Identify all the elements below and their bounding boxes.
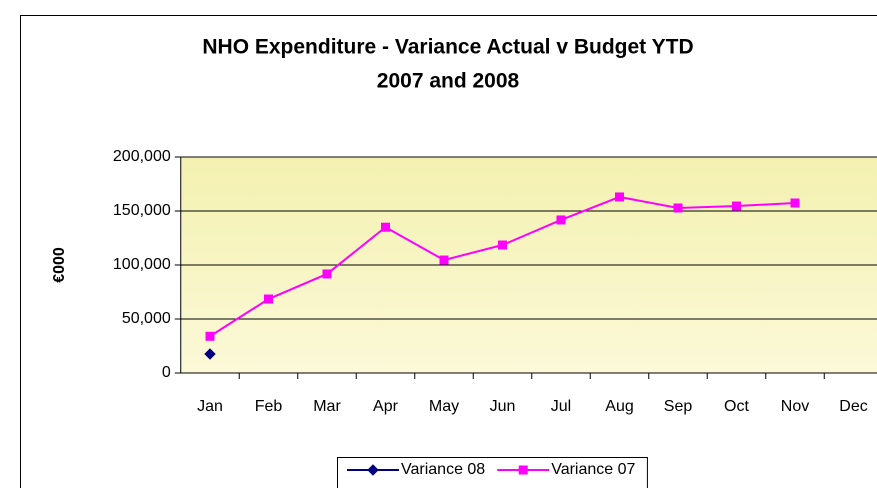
x-tick-label: May [429, 398, 459, 415]
y-tick-label: 50,000 [122, 310, 171, 327]
legend: Variance 08 Variance 07 [337, 457, 648, 488]
x-tick-label: Jan [197, 398, 223, 415]
legend-box [337, 457, 648, 488]
data-point [204, 348, 216, 360]
data-point [322, 269, 332, 279]
y-axis-label: €000 [51, 247, 68, 283]
chart-subtitle: 2007 and 2008 [377, 70, 520, 93]
x-tick-label: Apr [373, 398, 399, 415]
x-tick-label: Dec [839, 398, 867, 415]
x-tick-label: Nov [781, 398, 809, 415]
x-tick-label: Jun [490, 398, 516, 415]
y-tick-label: 150,000 [113, 202, 171, 219]
x-tick-label: Jul [551, 398, 571, 415]
data-point [498, 240, 507, 250]
x-tick-label: Aug [605, 398, 633, 415]
legend-label: Variance 08 [401, 461, 485, 478]
legend-marker [367, 464, 379, 476]
legend-marker [518, 465, 528, 475]
y-tick-label: 0 [162, 364, 171, 381]
data-point [264, 294, 273, 304]
chart-title: NHO Expenditure - Variance Actual v Budg… [202, 36, 693, 59]
data-point [439, 255, 449, 265]
data-point [556, 215, 566, 225]
y-tick-label: 200,000 [113, 148, 171, 165]
legend-label: Variance 07 [551, 461, 635, 478]
data-point [790, 198, 800, 208]
x-tick-label: Feb [255, 398, 283, 415]
x-tick-label: Oct [724, 398, 749, 415]
data-point [381, 222, 390, 232]
data-point [732, 201, 741, 211]
plot-area: 0 50,000 100,000 150,000 200,000 Jan Feb Mar Apr… [113, 148, 877, 415]
x-tick-label: Sep [664, 398, 693, 415]
data-point [615, 192, 624, 202]
y-tick-label: 100,000 [113, 256, 171, 273]
data-point [673, 203, 683, 213]
data-point [205, 331, 215, 341]
x-tick-label: Mar [313, 398, 341, 415]
